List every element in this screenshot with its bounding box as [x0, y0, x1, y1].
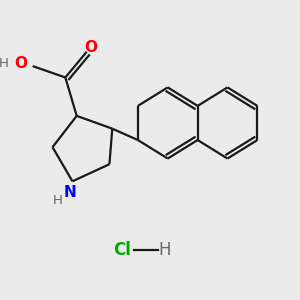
Text: H: H: [0, 57, 8, 70]
Text: Cl: Cl: [113, 241, 131, 259]
Text: O: O: [84, 40, 98, 55]
Text: H: H: [53, 194, 63, 207]
Text: O: O: [14, 56, 27, 71]
Text: N: N: [64, 184, 76, 200]
Text: H: H: [159, 241, 171, 259]
